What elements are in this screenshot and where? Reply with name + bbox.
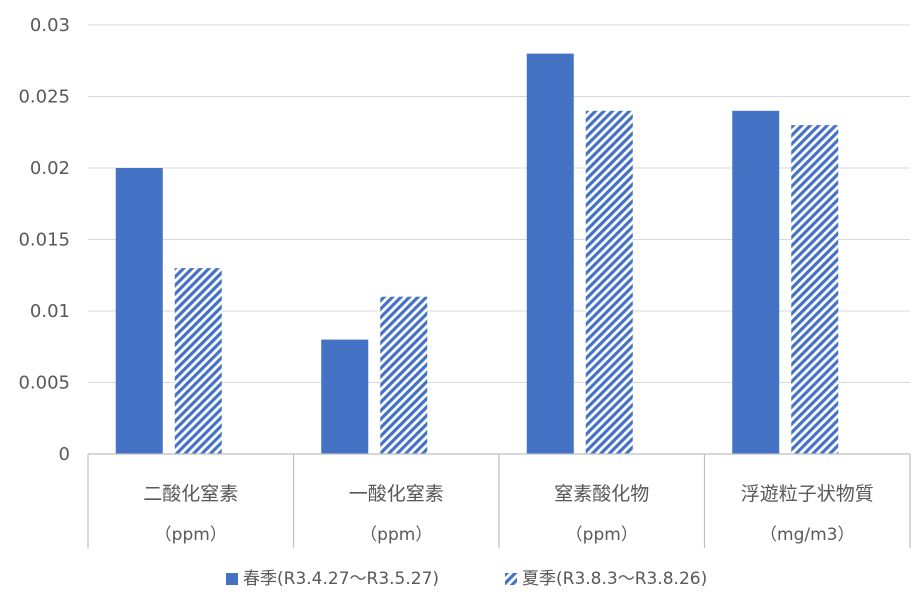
x-category-unit: （mg/m3） (760, 525, 854, 545)
legend: 春季(R3.4.27～R3.5.27) 夏季(R3.8.3～R3.8.26) (226, 569, 707, 589)
x-category-label: 一酸化窒素 (349, 483, 444, 505)
x-category-unit: （ppm） (566, 525, 638, 545)
bar-series-1 (115, 168, 163, 454)
bar-series-1 (732, 110, 780, 455)
legend-swatch-series-1 (226, 573, 238, 585)
x-category-label: 窒素酸化物 (554, 483, 649, 505)
y-tick-label: 0.005 (18, 373, 70, 394)
y-tick-label: 0.03 (30, 15, 70, 36)
y-axis-ticks: 0 0.005 0.01 0.015 0.02 0.025 0.03 (18, 15, 70, 465)
bar-series-1 (526, 53, 574, 454)
y-tick-label: 0.02 (30, 158, 70, 179)
y-tick-label: 0.025 (18, 87, 70, 108)
legend-label: 夏季(R3.8.3～R3.8.26) (522, 569, 707, 589)
x-category-unit: （ppm） (360, 525, 432, 545)
y-tick-label: 0.01 (30, 301, 70, 322)
x-category-unit: （ppm） (155, 525, 227, 545)
bars (115, 53, 839, 455)
x-axis: 二酸化窒素 （ppm） 一酸化窒素 （ppm） 窒素酸化物 （ppm） 浮遊粒子状物質 （mg… (87, 453, 911, 548)
bar-series-2 (585, 110, 633, 455)
y-tick-label: 0.015 (18, 230, 70, 251)
bar-series-1 (321, 339, 369, 454)
bar-series-2 (380, 296, 428, 454)
y-tick-label: 0 (59, 444, 70, 465)
bar-series-2 (174, 268, 222, 454)
bar-series-2 (791, 125, 839, 454)
legend-label: 春季(R3.4.27～R3.5.27) (243, 569, 439, 589)
x-category-label: 浮遊粒子状物質 (741, 483, 874, 505)
legend-swatch-series-2 (505, 573, 517, 585)
x-category-label: 二酸化窒素 (143, 483, 238, 505)
